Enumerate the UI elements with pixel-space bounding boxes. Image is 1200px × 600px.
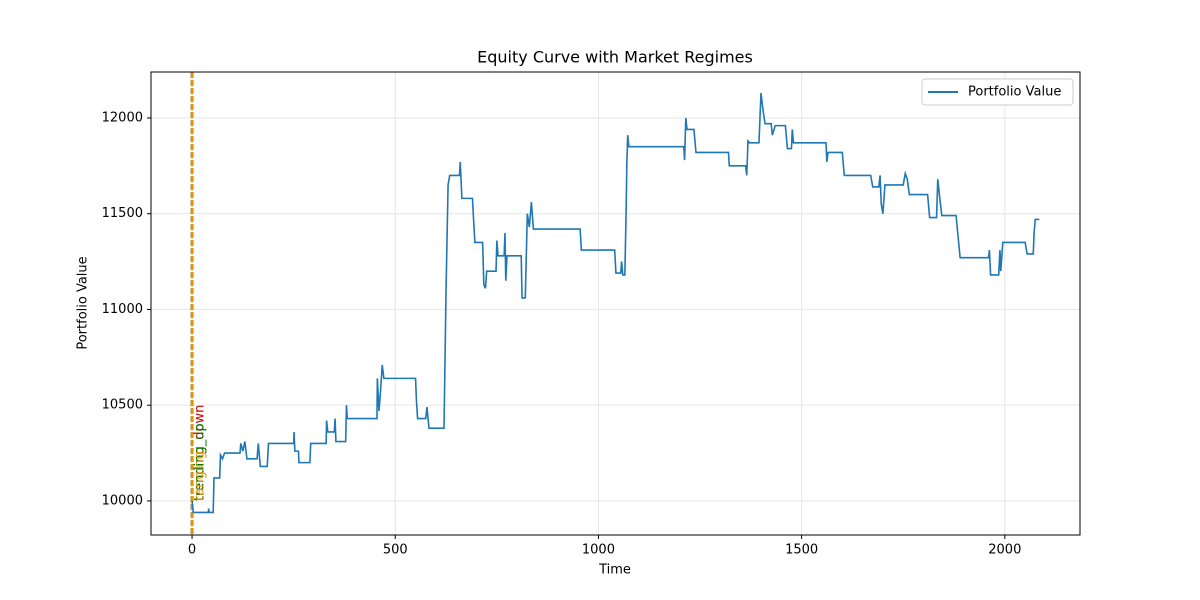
regime-label: ranging [193, 451, 208, 501]
x-tick-label: 2000 [988, 543, 1021, 558]
regime-label: trending_up [193, 423, 208, 501]
y-tick-label: 11000 [102, 302, 143, 317]
y-tick-label: 10000 [102, 493, 143, 508]
equity-line [191, 92, 1040, 514]
legend-label: Portfolio Value [968, 85, 1061, 100]
plot-frame [150, 71, 1081, 536]
y-tick-label: 10500 [102, 398, 143, 413]
y-axis-label: Portfolio Value [76, 256, 91, 349]
y-tick-label: 12000 [102, 110, 143, 125]
x-tick-label: 500 [383, 543, 408, 558]
x-tick-label: 1000 [582, 543, 615, 558]
legend: Portfolio Value [921, 78, 1074, 106]
legend-box [921, 78, 1074, 106]
y-tick-label: 11500 [102, 206, 143, 221]
x-tick-label: 1500 [785, 543, 818, 558]
x-tick-label: 0 [188, 543, 196, 558]
chart-title: Equity Curve with Market Regimes [477, 48, 753, 67]
regime-label: trending_down [193, 405, 208, 501]
x-axis-label: Time [598, 563, 631, 578]
